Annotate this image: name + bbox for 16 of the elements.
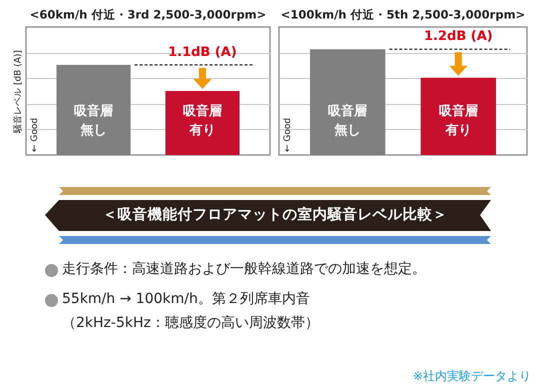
chart-title: <60km/h 付近・3rd 2,500-3,000rpm> (30, 8, 266, 22)
text: （2kHz-5kHz：聴感度の高い周波数帯） (62, 314, 319, 332)
x-tick-label: 吸音層無し (328, 103, 368, 138)
text: 1.2dB (A) (422, 29, 494, 44)
x-tick-label: 吸音層無し (74, 103, 114, 138)
annotation: ← Good (283, 118, 293, 152)
y-axis-title: 騒音レベル [dB (A)] (12, 50, 24, 134)
text: ※社内実験データより (412, 368, 531, 385)
x-tick-label: 吸音層有り (438, 103, 478, 138)
x-tick-label: 吸音層有り (182, 103, 222, 138)
text: 1.1dB (A) (167, 44, 238, 60)
chart-title: <100km/h 付近・5th 2,500-3,000rpm> (280, 8, 526, 22)
annotation: ← Good (30, 118, 40, 152)
text: 55km/h → 100km/h。第２列席車内音 (62, 290, 310, 308)
text: ＜吸音機能付フロアマットの室内騒音レベル比較＞ (102, 205, 448, 224)
text: 走行条件：高速道路および一般幹線道路での加速を想定。 (62, 260, 426, 278)
